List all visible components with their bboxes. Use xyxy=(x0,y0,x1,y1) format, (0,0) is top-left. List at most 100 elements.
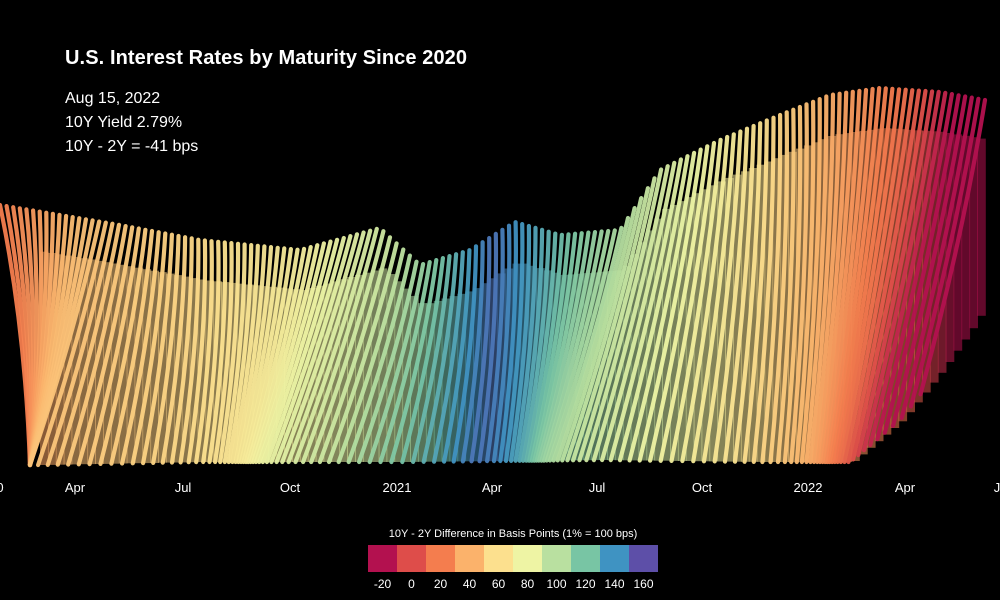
surface-strand xyxy=(498,220,518,464)
legend-label: 120 xyxy=(575,577,596,591)
surface-strand xyxy=(27,219,102,468)
surface-strand xyxy=(389,258,439,465)
legend-swatch xyxy=(600,545,629,572)
surface-strand xyxy=(799,97,822,465)
surface-strand xyxy=(169,236,194,465)
surface-strand xyxy=(560,206,637,463)
surface-strand xyxy=(336,247,406,465)
surface-strand xyxy=(732,121,763,464)
surface-strand xyxy=(830,86,888,465)
surface-strand xyxy=(817,89,855,465)
legend-swatch xyxy=(571,545,600,572)
surface-strand xyxy=(178,237,201,465)
legend-swatch xyxy=(455,545,484,572)
legend-swatch xyxy=(513,545,542,572)
surface-strand xyxy=(238,245,280,465)
surface-strand xyxy=(346,253,412,465)
surface-strand xyxy=(691,132,736,464)
surface-strand xyxy=(293,228,373,465)
surface-strand xyxy=(76,225,135,467)
surface-fill-column xyxy=(244,284,254,462)
surface-strand xyxy=(637,147,703,463)
surface-strand xyxy=(555,215,631,463)
surface-strand xyxy=(213,241,234,465)
surface-strand xyxy=(918,97,988,397)
surface-strand xyxy=(775,107,796,465)
surface-strand xyxy=(811,91,842,465)
surface-strand xyxy=(451,244,479,464)
info-10y-2y-spread: 10Y - 2Y = -41 bps xyxy=(65,138,199,155)
surface-strand xyxy=(827,86,882,465)
surface-fill-column xyxy=(142,269,152,464)
surface-strand xyxy=(120,230,161,466)
surface-strand xyxy=(517,227,545,463)
surface-strand xyxy=(236,245,274,465)
surface-strand xyxy=(534,231,584,463)
surface-strand xyxy=(253,243,320,465)
surface-strand xyxy=(485,227,505,464)
legend-swatch xyxy=(542,545,571,572)
surface-strand xyxy=(544,228,611,463)
surface-strand xyxy=(460,240,485,464)
surface-fill-column xyxy=(748,168,758,462)
surface-fill-column xyxy=(449,296,459,462)
surface-fill-column xyxy=(788,151,797,463)
surface-strand xyxy=(400,256,445,465)
surface-strand xyxy=(378,260,432,465)
surface-strand xyxy=(899,95,974,420)
surface-strand xyxy=(742,118,769,464)
surface-strand xyxy=(851,88,928,462)
surface-strand xyxy=(782,104,803,465)
surface-strand xyxy=(875,92,954,442)
surface-strand xyxy=(274,234,353,465)
surface-strand xyxy=(680,134,730,464)
surface-fill-column xyxy=(496,273,506,462)
legend-label: 60 xyxy=(491,577,506,591)
legend-label: 160 xyxy=(633,577,654,591)
x-tick-label: Apr xyxy=(894,480,916,495)
info-date: Aug 15, 2022 xyxy=(65,90,161,107)
surface-strand xyxy=(411,254,452,464)
surface-fill-column xyxy=(725,177,734,462)
x-tick-label: Apr xyxy=(64,480,86,495)
surface-strand xyxy=(201,239,221,465)
surface-strand xyxy=(565,196,644,463)
surface-strand xyxy=(194,239,214,465)
x-tick-label: Apr xyxy=(481,480,503,495)
surface-strand xyxy=(536,230,591,463)
surface-strand xyxy=(186,238,208,465)
x-tick-label: Oct xyxy=(279,480,301,495)
surface-fill-column xyxy=(71,256,81,465)
surface-strand xyxy=(760,112,783,465)
surface-fill-column xyxy=(87,259,96,465)
surface-strand xyxy=(820,88,862,465)
surface-strand xyxy=(317,235,393,465)
surface-strand xyxy=(280,232,360,465)
surface-strand xyxy=(584,167,664,463)
surface-fill-column xyxy=(441,298,451,462)
legend-label: 0 xyxy=(408,577,415,591)
surface-strand xyxy=(301,226,379,465)
surface-strand xyxy=(66,224,128,467)
surface-strand xyxy=(141,232,174,466)
surface-strand xyxy=(243,247,293,465)
surface-fill-column xyxy=(536,268,545,461)
surface-strand xyxy=(789,102,809,465)
surface-fill-column xyxy=(134,267,144,464)
surface-strand xyxy=(529,232,571,463)
surface-strand xyxy=(151,233,181,465)
surface-strand xyxy=(491,223,512,464)
surface-fill-column xyxy=(670,205,679,461)
surface-strand xyxy=(130,231,168,466)
surface-fill-column xyxy=(158,272,167,463)
surface-strand xyxy=(357,259,419,465)
legend-label: 140 xyxy=(604,577,625,591)
surface-strand xyxy=(804,94,829,465)
surface-fill-column xyxy=(166,273,175,463)
surface-strand xyxy=(524,231,558,463)
surface-strand xyxy=(591,164,670,463)
legend-label: 100 xyxy=(546,577,567,591)
surface-strand xyxy=(846,88,921,465)
surface-strand xyxy=(722,123,756,464)
